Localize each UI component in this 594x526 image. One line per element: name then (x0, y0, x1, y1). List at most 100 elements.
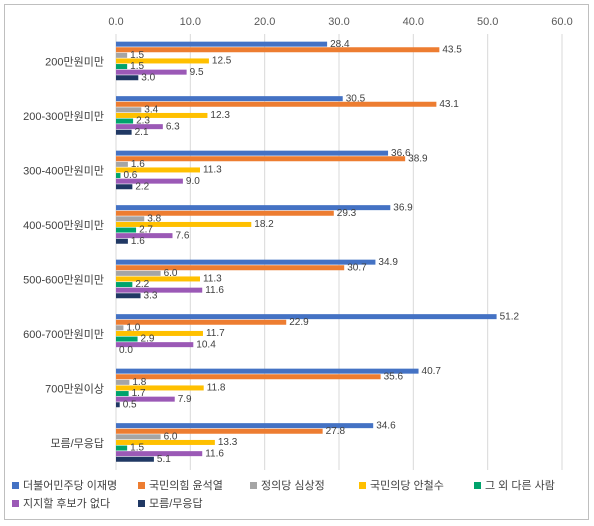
category-label-1: 200-300만원미만 (23, 110, 104, 123)
data-label-5-4: 2.9 (141, 334, 155, 345)
bar-0-3 (116, 58, 209, 64)
bar-5-2 (116, 325, 124, 331)
bar-4-3 (116, 276, 200, 282)
bar-6-3 (116, 385, 204, 391)
x-tick-label-3: 30.0 (328, 16, 349, 28)
data-label-5-1: 22.9 (289, 317, 309, 328)
bar-1-1 (116, 101, 437, 107)
bar-3-6 (116, 238, 128, 244)
bar-4-6 (116, 293, 141, 299)
category-label-5: 600-700만원미만 (23, 328, 104, 341)
data-label-2-3: 11.3 (203, 165, 222, 176)
bar-0-6 (116, 75, 139, 81)
x-tick-label-6: 60.0 (551, 16, 572, 28)
data-label-1-6: 2.1 (135, 127, 149, 138)
category-label-2: 300-400만원미만 (23, 164, 104, 177)
data-label-7-2: 6.0 (164, 431, 178, 442)
bar-1-0 (116, 96, 343, 102)
x-tick-label-4: 40.0 (403, 16, 424, 28)
category-label-0: 200만원미만 (45, 55, 104, 68)
bar-5-1 (116, 319, 287, 325)
data-label-0-0: 28.4 (330, 39, 350, 50)
bar-4-1 (116, 265, 345, 271)
data-label-4-1: 30.7 (347, 262, 367, 273)
bar-2-6 (116, 184, 133, 190)
data-label-3-3: 18.2 (254, 219, 274, 230)
data-label-7-3: 13.3 (218, 437, 238, 448)
data-label-0-6: 3.0 (141, 72, 155, 83)
data-label-6-1: 35.6 (384, 371, 404, 382)
category-label-4: 500-600만원미만 (23, 273, 104, 286)
data-label-2-2: 1.6 (131, 159, 145, 170)
data-label-2-1: 38.9 (408, 153, 428, 164)
bar-6-6 (116, 402, 120, 408)
data-label-4-2: 6.0 (164, 268, 178, 279)
data-label-6-3: 11.8 (207, 383, 226, 394)
bar-7-0 (116, 423, 374, 429)
bar-7-1 (116, 428, 323, 434)
data-label-0-4: 1.5 (130, 61, 144, 72)
legend-swatch-2 (250, 482, 257, 489)
bar-5-4 (116, 336, 138, 342)
data-label-2-0: 36.6 (391, 148, 411, 159)
data-label-3-4: 2.7 (139, 225, 153, 236)
data-label-3-0: 36.9 (393, 202, 413, 213)
bar-0-5 (116, 69, 187, 75)
data-label-3-5: 7.6 (175, 230, 189, 241)
legend-swatch-1 (138, 482, 145, 489)
bar-7-2 (116, 434, 161, 440)
data-label-1-4: 2.3 (136, 116, 150, 127)
data-label-2-5: 9.0 (186, 176, 200, 187)
bar-5-0 (116, 314, 497, 320)
bar-7-4 (116, 445, 128, 451)
legend-swatch-6 (138, 500, 145, 507)
bar-4-5 (116, 287, 203, 293)
category-label-3: 400-500만원미만 (23, 219, 104, 232)
x-tick-label-1: 10.0 (180, 16, 201, 28)
bar-7-3 (116, 439, 215, 445)
data-label-1-2: 3.4 (144, 104, 158, 115)
legend-swatch-4 (474, 482, 481, 489)
legend-label-3: 국민의당 안철수 (370, 479, 444, 492)
bar-4-2 (116, 270, 161, 276)
data-label-3-2: 3.8 (147, 213, 161, 224)
data-label-0-1: 43.5 (442, 44, 462, 55)
data-label-7-5: 11.6 (205, 448, 224, 459)
legend-swatch-5 (12, 500, 19, 507)
data-label-0-3: 12.5 (212, 56, 232, 67)
data-label-5-5: 10.4 (196, 339, 216, 350)
data-label-6-4: 1.7 (132, 388, 146, 399)
bar-0-1 (116, 47, 440, 53)
bar-7-5 (116, 451, 203, 457)
data-label-6-6: 0.5 (123, 399, 137, 410)
legend-swatch-0 (12, 482, 19, 489)
x-tick-label-2: 20.0 (254, 16, 275, 28)
bar-1-4 (116, 118, 134, 124)
bar-1-5 (116, 124, 163, 130)
data-label-7-4: 1.5 (130, 443, 144, 454)
bar-2-1 (116, 156, 406, 162)
data-label-5-6: 0.0 (119, 345, 133, 356)
legend-label-0: 더불어민주당 이재명 (23, 479, 117, 492)
bar-6-0 (116, 368, 419, 374)
data-label-2-4: 0.6 (123, 170, 137, 181)
bar-2-3 (116, 167, 200, 173)
bar-2-2 (116, 161, 128, 167)
category-label-6: 700만원이상 (45, 382, 104, 395)
bar-3-0 (116, 205, 391, 211)
data-label-1-1: 43.1 (439, 99, 459, 110)
data-label-3-1: 29.3 (337, 208, 357, 219)
data-label-1-5: 6.3 (166, 121, 180, 132)
data-label-3-6: 1.6 (131, 236, 145, 247)
legend-label-2: 정의당 심상정 (261, 479, 325, 492)
category-label-7: 모름/무응답 (50, 437, 104, 450)
data-label-7-0: 34.6 (376, 420, 396, 431)
x-tick-label-0: 0.0 (108, 16, 123, 28)
bar-4-4 (116, 282, 133, 288)
bar-5-3 (116, 330, 203, 336)
bar-7-6 (116, 456, 154, 462)
x-tick-label-5: 50.0 (477, 16, 498, 28)
bar-4-0 (116, 259, 376, 265)
bar-2-0 (116, 150, 389, 156)
data-label-4-3: 11.3 (203, 274, 222, 285)
